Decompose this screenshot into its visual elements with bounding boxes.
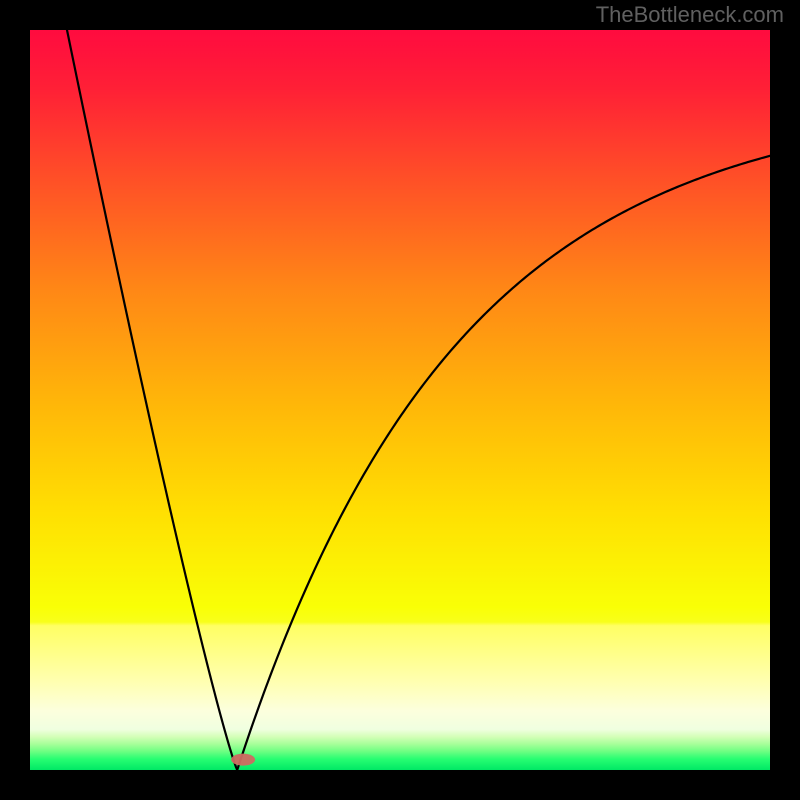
chart-container: TheBottleneck.com xyxy=(0,0,800,800)
bottleneck-chart xyxy=(0,0,800,800)
chart-plot-background xyxy=(30,30,770,770)
watermark-text: TheBottleneck.com xyxy=(596,2,784,28)
optimum-marker xyxy=(231,754,255,766)
